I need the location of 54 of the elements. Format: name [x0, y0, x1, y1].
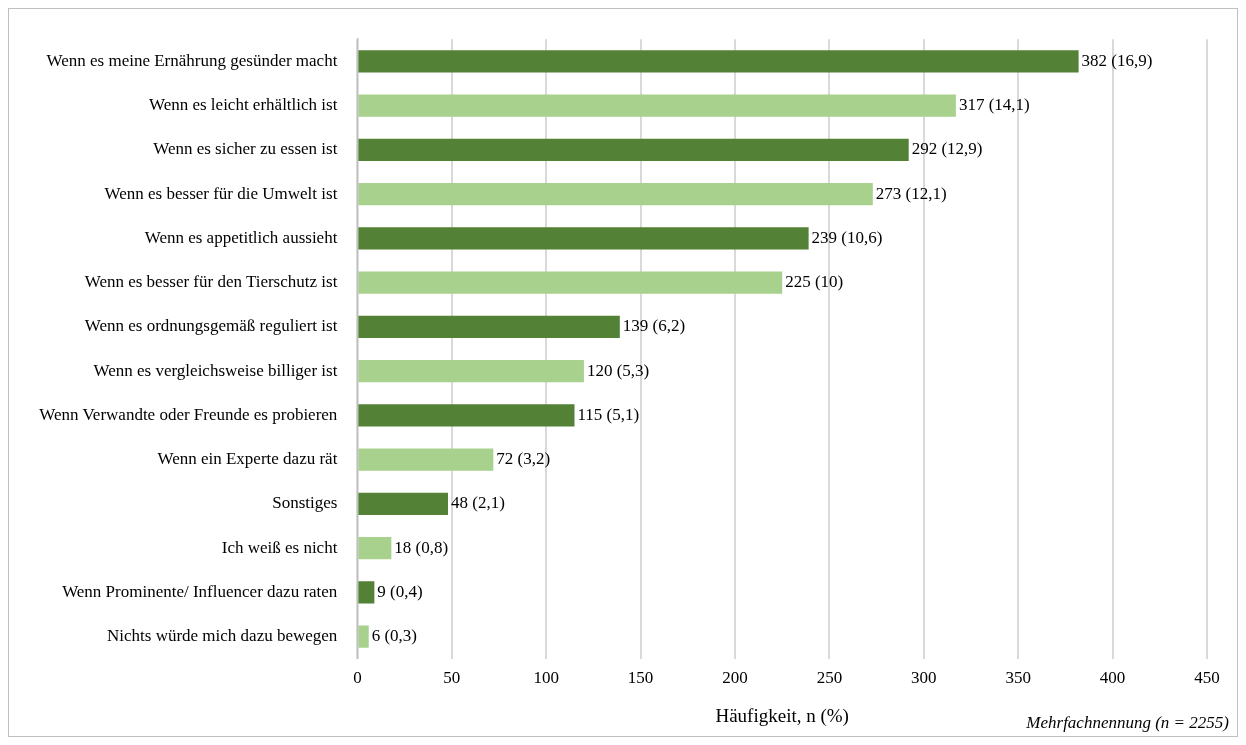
x-tick-label: 150	[627, 668, 654, 688]
x-tick-label: 300	[911, 668, 937, 688]
x-tick-label: 100	[533, 668, 559, 688]
data-label: 6 (0,3)	[371, 626, 418, 646]
data-label: 239 (10,6)	[811, 227, 883, 247]
y-tick-label: Wenn es vergleichsweise billiger ist	[93, 360, 338, 380]
y-tick-label: Wenn es sicher zu essen ist	[153, 139, 338, 159]
y-tick-label: Ich weiß es nicht	[221, 537, 338, 557]
x-tick-label: 250	[816, 668, 843, 688]
y-tick-label: Wenn es besser für die Umwelt ist	[104, 183, 338, 203]
bar	[358, 183, 873, 206]
y-tick-label: Wenn es meine Ernährung gesünder macht	[46, 50, 338, 70]
bar	[358, 537, 392, 560]
x-tick-label: 400	[1099, 668, 1126, 688]
text: Mehrfachnennung (n = 2255)	[1025, 712, 1230, 732]
y-tick-label: Sonstiges	[272, 493, 338, 513]
bar	[358, 492, 449, 515]
x-axis-title: Häufigkeit, n (%)	[715, 704, 849, 727]
bar	[358, 227, 809, 250]
data-label: 18 (0,8)	[394, 537, 449, 557]
data-label: 317 (14,1)	[958, 95, 1030, 115]
bar	[358, 138, 909, 161]
x-tick-label: 0	[353, 668, 362, 688]
bar	[358, 404, 575, 427]
y-tick-label: Wenn es appetitlich aussieht	[144, 227, 338, 247]
x-tick-label: 350	[1005, 668, 1031, 688]
y-tick-label: Wenn es leicht erhältlich ist	[148, 95, 338, 115]
y-tick-label: Wenn Verwandte oder Freunde es probieren	[39, 404, 338, 424]
bar	[358, 94, 956, 117]
bar	[358, 50, 1079, 73]
bar	[358, 581, 375, 604]
data-label: 273 (12,1)	[875, 183, 947, 203]
bar	[358, 360, 584, 383]
data-label: 225 (10)	[785, 272, 844, 292]
x-tick-label: 50	[443, 668, 461, 688]
data-label: 120 (5,3)	[586, 360, 650, 380]
bar	[358, 625, 369, 648]
y-tick-label: Wenn ein Experte dazu rät	[157, 449, 338, 469]
data-label: 382 (16,9)	[1081, 50, 1153, 70]
data-label: 72 (3,2)	[496, 449, 551, 469]
y-tick-label: Wenn Prominente/ Influencer dazu raten	[62, 581, 338, 601]
y-tick-label: Wenn es besser für den Tierschutz ist	[84, 272, 338, 292]
y-tick-label: Nichts würde mich dazu bewegen	[107, 626, 338, 646]
x-tick-label: 450	[1194, 668, 1220, 688]
x-tick-label: 200	[722, 668, 748, 688]
bar	[358, 315, 620, 338]
data-label: 48 (2,1)	[451, 493, 505, 513]
bar	[358, 271, 783, 294]
data-label: 9 (0,4)	[377, 581, 423, 601]
data-label: 292 (12,9)	[911, 139, 983, 159]
data-label: 115 (5,1)	[577, 404, 640, 424]
y-tick-label: Wenn es ordnungsgemäß reguliert ist	[84, 316, 338, 336]
bar	[358, 448, 494, 471]
data-label: 139 (6,2)	[622, 316, 686, 336]
